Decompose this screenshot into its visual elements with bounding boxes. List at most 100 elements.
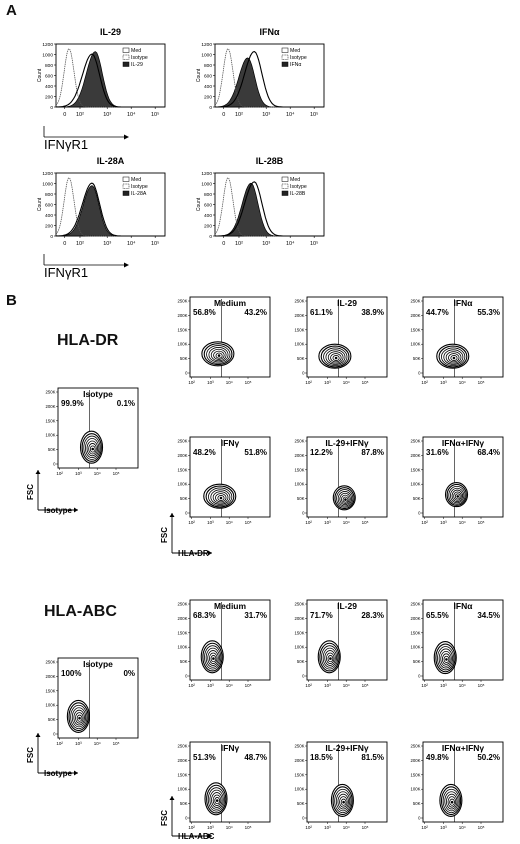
x-tick-label: 10³ <box>75 741 82 746</box>
x-tick-label: 10⁵ <box>245 520 252 525</box>
x-tick-label: 10⁵ <box>245 380 252 385</box>
right-percentage: 50.2% <box>477 753 500 762</box>
contour-frame <box>57 657 139 739</box>
x-tick-label: 10⁴ <box>459 380 466 385</box>
right-percentage: 55.3% <box>477 308 500 317</box>
contour-ring <box>327 351 344 364</box>
contour-ring <box>334 788 352 814</box>
contour-ring <box>209 789 224 810</box>
contour-ring <box>441 347 466 367</box>
contour-title: Isotype <box>83 659 113 669</box>
y-tick-label: 150K <box>410 630 420 635</box>
legend-swatch <box>281 190 289 196</box>
y-tick-label: 400 <box>204 213 212 219</box>
y-tick-label: 1000 <box>42 181 53 187</box>
panel-letter-a: A <box>6 2 17 19</box>
y-tick-label: 100K <box>177 342 187 347</box>
contour-ring <box>325 349 346 365</box>
contour-center <box>456 495 460 498</box>
contour-ring <box>205 647 220 668</box>
y-tick-label: 0 <box>418 511 421 516</box>
x-tick-label: 10² <box>188 825 195 830</box>
y-tick-label: 200K <box>410 758 420 763</box>
y-tick-label: 200 <box>45 94 53 100</box>
y-tick-label: 50K <box>413 496 421 501</box>
y-tick-label: 200K <box>294 453 304 458</box>
y-tick-label: 50K <box>413 659 421 664</box>
contour-ring <box>342 496 349 503</box>
contour-plot-3: IL-29 61.1% 38.9% 0 50K 100K 150K 200K 250K 10² 10… <box>294 296 388 385</box>
y-tick-label: 200K <box>177 453 187 458</box>
histogram-4: IL-28B 0 200 400 600 800 1000 1200 Count 0 10² 10³ 1… <box>196 156 325 247</box>
histogram-title: IFNα <box>259 27 279 37</box>
y-tick-label: 100K <box>410 645 420 650</box>
contour-ring <box>81 433 102 462</box>
contour-frame <box>189 599 271 681</box>
contour-center <box>334 356 338 360</box>
y-tick-label: 200K <box>410 453 420 458</box>
right-percentage: 43.2% <box>244 308 267 317</box>
contour-frame <box>422 436 504 518</box>
y-tick-label: 100K <box>294 787 304 792</box>
x-tick-label: 10⁵ <box>245 825 252 830</box>
y-tick-label: 250K <box>177 744 187 749</box>
contour-frame <box>189 741 271 823</box>
legend-label: IFNα <box>290 62 301 68</box>
y-tick-label: 150K <box>45 688 55 693</box>
left-percentage: 51.3% <box>193 753 216 762</box>
contour-ring <box>330 353 342 363</box>
x-tick-label: 10² <box>76 241 84 247</box>
contour-frame <box>189 296 271 378</box>
y-tick-label: 0 <box>185 816 188 821</box>
contour-ring <box>325 652 335 664</box>
legend-swatch <box>281 54 289 60</box>
contour-ring <box>443 349 464 365</box>
arrow-icon <box>74 507 78 513</box>
y-tick-label: 50K <box>180 356 188 361</box>
x-tick-label: 10⁴ <box>459 520 466 525</box>
contour-title: IFNα+IFNγ <box>442 743 485 753</box>
contour-ring <box>210 655 217 663</box>
legend-label: Isotype <box>290 55 307 61</box>
y-tick-label: 250K <box>294 602 304 607</box>
y-tick-label: 100K <box>177 482 187 487</box>
contour-ring <box>336 489 354 508</box>
y-tick-label: 250K <box>177 602 187 607</box>
left-percentage: 65.5% <box>426 611 449 620</box>
histogram-title: IL-28A <box>97 156 125 166</box>
y-tick-label: 600 <box>204 73 212 79</box>
contour-ring <box>83 435 101 460</box>
y-tick-label: 1000 <box>201 52 212 58</box>
y-tick-label: 100K <box>410 342 420 347</box>
arrow-icon <box>124 262 129 268</box>
y-tick-label: 250K <box>45 660 55 665</box>
y-tick-label: 200K <box>177 758 187 763</box>
right-percentage: 0% <box>123 669 135 678</box>
x-tick-label: 10⁵ <box>113 471 120 476</box>
ifngr1-axis-label: IFNγR1 <box>44 137 88 152</box>
contour-center <box>445 658 448 661</box>
contour-ring <box>449 798 455 806</box>
x-tick-label: 10² <box>188 520 195 525</box>
x-tick-label: 10⁵ <box>310 111 318 118</box>
left-percentage: 100% <box>61 669 81 678</box>
contour-ring <box>206 345 231 364</box>
y-tick-label: 150K <box>294 327 304 332</box>
y-axis-label: Count <box>196 197 202 211</box>
x-tick-label: 10³ <box>262 241 270 247</box>
left-percentage: 48.2% <box>193 448 216 457</box>
contour-ring <box>71 707 87 728</box>
x-tick-label: 10² <box>305 520 312 525</box>
legend-swatch <box>122 176 130 182</box>
y-tick-label: 1000 <box>42 52 53 58</box>
contour-center <box>329 657 332 660</box>
contour-ring <box>207 650 219 666</box>
contour-ring <box>445 793 458 810</box>
contour-ring <box>212 491 229 504</box>
contour-center <box>450 800 454 804</box>
left-percentage: 12.2% <box>310 448 333 457</box>
